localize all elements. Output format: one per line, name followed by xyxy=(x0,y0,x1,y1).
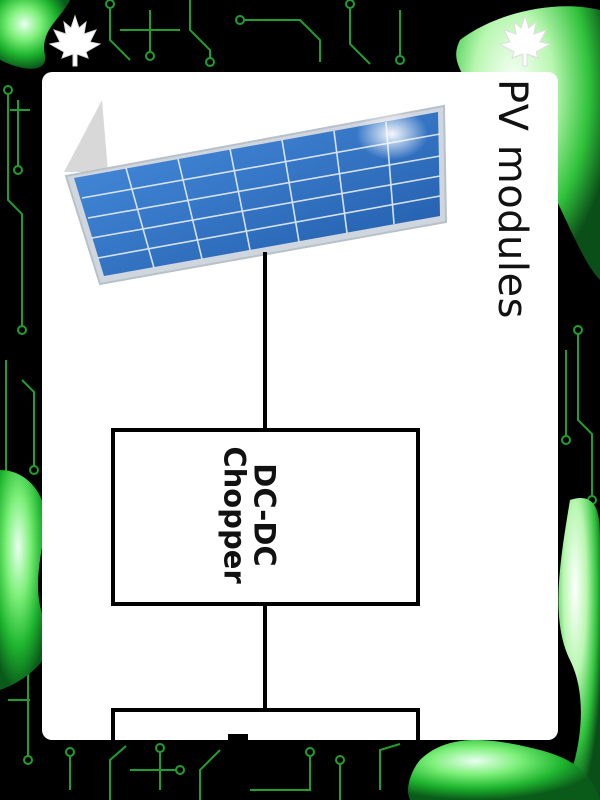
dc-dc-chopper-label: DC-DC Chopper xyxy=(217,446,282,584)
block-diagram xyxy=(64,100,448,740)
diagram-card: PV modules DC-DC Chopper xyxy=(42,72,558,740)
next-block-label-fragment xyxy=(228,734,248,740)
chopper-box xyxy=(111,428,420,606)
maple-leaf-icon xyxy=(48,14,102,67)
solar-panel-icon xyxy=(64,100,448,286)
next-block xyxy=(111,708,420,740)
maple-leaf-icon xyxy=(498,14,552,67)
pv-modules-label: PV modules xyxy=(489,79,535,319)
